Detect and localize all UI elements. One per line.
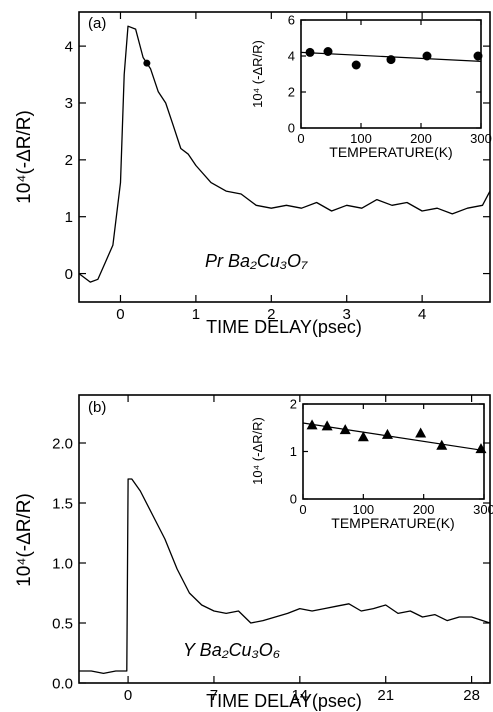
panel-b-trace (79, 478, 491, 675)
panel-a-label: (a) (88, 15, 106, 32)
panel-a-inset-ticks: 0 100 200 300 0 2 4 6 (288, 13, 492, 146)
panel-b-inset-ytick-label: 1 (290, 444, 297, 459)
panel-b-ytick-label: 1.0 (52, 555, 73, 572)
panel-b-inset-point (339, 424, 351, 435)
panel-b-label: (b) (88, 399, 106, 416)
panel-b-inset-point (415, 427, 427, 438)
panel-b-inset-point (475, 443, 487, 454)
panel-a-xtick-label: 1 (192, 306, 200, 323)
panel-a-inset-point (323, 47, 333, 56)
panel-a-inset-xlabel: TEMPERATURE(K) (329, 144, 452, 160)
panel-a-inset-points (305, 47, 483, 70)
panel-b-inset-ytick-label: 2 (290, 397, 297, 412)
panel-a-inset-ytick-label: 6 (288, 13, 295, 28)
panel-a-inset-point (473, 51, 483, 61)
panel-a-inset: 0 100 200 300 0 2 4 6 TEMPERATURE(K) 10⁴ (-ΔR/R… (250, 13, 492, 160)
panel-a-inset-point (351, 60, 361, 70)
panel-a-ytick-label: 2 (65, 152, 73, 169)
panel-b-inset: 0 100 200 300 0 1 2 TEMPERATURE(K) 10⁴ (-ΔR/R) (250, 397, 493, 531)
panel-b-inset-fit-line (302, 422, 485, 452)
panel-a-inset-xtick-label: 200 (410, 131, 432, 146)
panel-b: 0 7 14 21 280.00.51.01.52.0 (b) Y Ba₂Cu₃O₆ T… (14, 394, 493, 711)
panel-b-inset-xtick-label: 0 (299, 502, 306, 517)
panel-b-xlabel: TIME DELAY(psec) (206, 691, 362, 711)
panel-a-inset-ytick-label: 4 (288, 49, 295, 64)
panel-b-inset-ylabel: 10⁴ (-ΔR/R) (250, 417, 265, 485)
panel-a-inset-point (386, 55, 396, 65)
panel-b-inset-xtick-label: 200 (413, 502, 435, 517)
panel-b-xtick-label: 0 (124, 687, 132, 704)
panel-a-xtick-label: 4 (418, 306, 426, 323)
panel-a-inset-point (422, 51, 432, 61)
panel-b-xtick-label: 21 (377, 687, 394, 704)
panel-a-inset-xtick-label: 100 (350, 131, 372, 146)
panel-b-ylabel: 10⁴(-ΔR/R) (14, 493, 35, 587)
panel-a-trace (78, 25, 491, 283)
panel-a-inset-ytick-label: 0 (288, 121, 295, 136)
panel-a-sample-label: Pr Ba₂Cu₃O₇ (205, 251, 308, 271)
panel-b-inset-points (306, 419, 487, 454)
panel-a-inset-ytick-label: 2 (288, 85, 295, 100)
panel-b-inset-frame (302, 403, 485, 500)
panel-b-ticks: 0 7 14 21 280.00.51.01.52.0 (52, 395, 490, 704)
panel-b-inset-point (321, 420, 333, 431)
panel-b-inset-ticks: 0 100 200 300 0 1 2 (290, 397, 493, 517)
panel-b-inset-xtick-label: 300 (473, 502, 493, 517)
panel-a-ytick-label: 0 (65, 266, 73, 283)
panel-a-inset-point (305, 47, 315, 57)
panel-a-xtick-label: 0 (116, 306, 124, 323)
panel-b-xtick-label: 28 (463, 687, 480, 704)
panel-b-frame (78, 394, 491, 684)
panel-b-inset-point (306, 419, 318, 430)
panel-b-ytick-label: 0.5 (52, 615, 73, 632)
panel-b-xtick-label: 7 (210, 687, 218, 704)
panel-b-inset-xtick-label: 100 (352, 502, 374, 517)
panel-a-inset-xtick-label: 300 (470, 131, 492, 146)
panel-a-xtick-label: 2 (267, 306, 275, 323)
panel-a-xtick-label: 3 (343, 306, 351, 323)
panel-b-inset-point (357, 431, 369, 442)
panel-b-ytick-label: 2.0 (52, 435, 73, 452)
panel-a-frame (78, 11, 491, 303)
panel-b-sample-label: Y Ba₂Cu₃O₆ (183, 640, 280, 660)
panel-b-inset-point (381, 428, 393, 439)
panel-a-xlabel: TIME DELAY(psec) (206, 317, 362, 337)
panel-b-inset-ytick-label: 0 (290, 492, 297, 507)
panel-b-ytick-label: 0.0 (52, 675, 73, 692)
panel-a-ytick-label: 1 (65, 209, 73, 226)
panel-a-ylabel: 10⁴(-ΔR/R) (14, 110, 35, 204)
panel-a-inset-frame (300, 19, 482, 129)
panel-b-xtick-label: 14 (291, 687, 308, 704)
panel-b-inset-point (436, 439, 448, 450)
panel-a-ytick-label: 4 (65, 38, 73, 55)
panel-a: 0 1 2 3 4 0 1 2 3 4 (a) Pr Ba₂Cu₃O₇ TIME DELAY(ps… (14, 11, 492, 337)
panel-a-ytick-label: 3 (65, 95, 73, 112)
panel-a-ticks: 0 1 2 3 4 0 1 2 3 4 (65, 12, 490, 323)
panel-b-inset-xlabel: TEMPERATURE(K) (331, 515, 454, 531)
panel-a-inset-ylabel: 10⁴ (-ΔR/R) (250, 40, 265, 108)
panel-a-inset-xtick-label: 0 (297, 131, 304, 146)
panel-b-ytick-label: 1.5 (52, 495, 73, 512)
